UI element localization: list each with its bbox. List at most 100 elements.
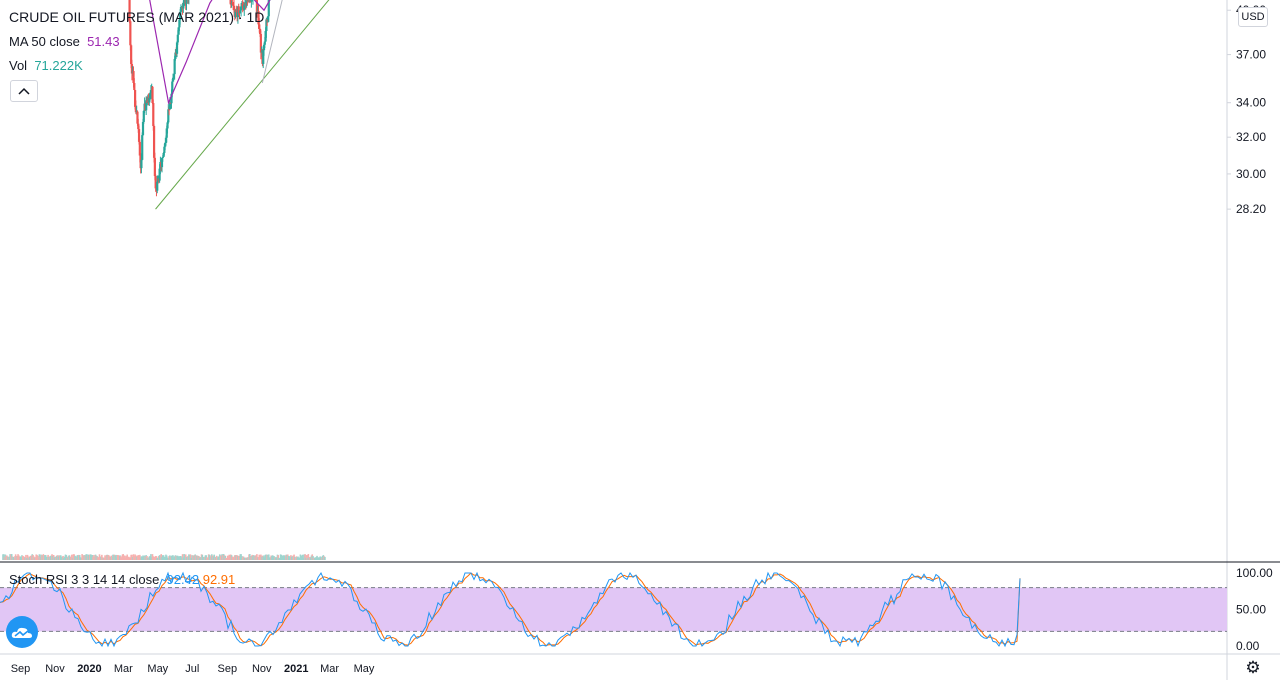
candle-body bbox=[145, 100, 148, 111]
candle-body bbox=[232, 5, 236, 10]
volume-bar bbox=[150, 554, 152, 560]
volume-bar bbox=[224, 555, 227, 560]
candle-body bbox=[142, 110, 145, 122]
price-tick-label: 28.20 bbox=[1236, 202, 1266, 216]
chevron-up-icon bbox=[18, 87, 30, 95]
candle-body bbox=[262, 50, 265, 64]
volume-bar bbox=[256, 554, 258, 560]
candle-body bbox=[156, 181, 159, 191]
trend-line bbox=[155, 0, 330, 210]
candle-body bbox=[136, 111, 139, 124]
volume-bar bbox=[139, 554, 141, 560]
tradingview-logo[interactable] bbox=[6, 616, 38, 648]
volume-bar bbox=[277, 555, 280, 560]
volume-value: 71.222K bbox=[34, 58, 83, 73]
candle-body bbox=[229, 0, 232, 5]
currency-label: USD bbox=[1241, 11, 1265, 23]
time-tick-label: Sep bbox=[218, 663, 238, 675]
volume-bar bbox=[122, 554, 125, 560]
stoch-k-value: 92.42 bbox=[166, 572, 200, 587]
time-tick-label: May bbox=[147, 663, 168, 675]
candle-body bbox=[134, 106, 137, 113]
candle-body bbox=[137, 123, 140, 130]
candle-body bbox=[174, 52, 177, 59]
stoch-k-line bbox=[0, 571, 1021, 648]
candle-body bbox=[165, 128, 168, 138]
ma-value: 51.43 bbox=[87, 34, 120, 49]
candles bbox=[128, 0, 271, 197]
candle-body bbox=[262, 44, 266, 51]
candle-body bbox=[133, 83, 136, 91]
ma-label: MA 50 close bbox=[9, 34, 80, 49]
time-tick-label: May bbox=[354, 663, 375, 675]
volume-bar bbox=[25, 554, 27, 560]
candle-body bbox=[138, 141, 141, 156]
volume-bar bbox=[267, 554, 270, 560]
candle-body bbox=[182, 2, 185, 9]
candle-body bbox=[149, 93, 152, 98]
time-tick-label: 2021 bbox=[284, 663, 308, 675]
candle-body bbox=[168, 109, 171, 111]
volume-bar bbox=[301, 554, 304, 560]
candle-body bbox=[152, 126, 156, 158]
volume-bar bbox=[189, 554, 192, 560]
candle-body bbox=[259, 34, 262, 53]
volume-bar bbox=[52, 555, 55, 560]
candle-body bbox=[250, 0, 253, 2]
ma50-line bbox=[149, 0, 271, 105]
volume-bar bbox=[37, 555, 39, 560]
stoch-d-value: 92.91 bbox=[202, 572, 236, 587]
time-tick-label: Sep bbox=[11, 663, 31, 675]
price-tick-label: 37.00 bbox=[1236, 48, 1266, 62]
volume-bar bbox=[62, 555, 64, 560]
volume-legend: Vol 71.222K bbox=[9, 58, 83, 73]
ma-legend: MA 50 close 51.43 bbox=[9, 34, 120, 49]
candle-body bbox=[239, 10, 242, 14]
volume-bar bbox=[226, 555, 229, 560]
candle-body bbox=[161, 156, 164, 159]
candle-body bbox=[162, 152, 165, 157]
volume-bars bbox=[2, 554, 326, 560]
volume-label: Vol bbox=[9, 58, 28, 73]
volume-bar bbox=[115, 554, 117, 560]
candle-body bbox=[232, 3, 235, 6]
price-tick-label: 34.00 bbox=[1236, 96, 1266, 110]
candle-body bbox=[153, 157, 156, 177]
candle-body bbox=[130, 64, 134, 74]
candle-body bbox=[185, 0, 188, 4]
candle-body bbox=[258, 24, 261, 29]
symbol-title: CRUDE OIL FUTURES (MAR 2021) · 1D bbox=[9, 9, 265, 25]
time-tick-label: Nov bbox=[252, 663, 272, 675]
volume-bar bbox=[65, 555, 68, 560]
candle-body bbox=[179, 6, 183, 12]
candle-body bbox=[173, 58, 176, 75]
price-tick-label: 30.00 bbox=[1236, 167, 1266, 181]
candle-body bbox=[175, 42, 179, 54]
candle-body bbox=[130, 45, 133, 65]
candle-body bbox=[266, 19, 269, 21]
candle-body bbox=[234, 10, 237, 17]
candle-body bbox=[171, 81, 174, 94]
volume-bar bbox=[304, 554, 306, 560]
candle-body bbox=[141, 135, 144, 160]
volume-bar bbox=[124, 555, 126, 560]
currency-button[interactable]: USD bbox=[1238, 7, 1268, 27]
candle-body bbox=[151, 86, 154, 104]
candle-body bbox=[154, 176, 157, 189]
candle-body bbox=[149, 90, 153, 94]
stoch-tick-label: 50.00 bbox=[1236, 603, 1266, 617]
volume-bar bbox=[181, 554, 184, 560]
volume-bar bbox=[307, 554, 310, 560]
settings-gear-icon[interactable]: ⚙ bbox=[1245, 658, 1261, 677]
candle-body bbox=[179, 11, 182, 20]
candle-body bbox=[148, 97, 151, 103]
candle-body bbox=[263, 41, 266, 45]
candle-body bbox=[237, 6, 240, 13]
volume-bar bbox=[59, 555, 62, 560]
time-tick-label: 2020 bbox=[77, 663, 101, 675]
price-tick-label: 32.00 bbox=[1236, 130, 1266, 144]
candle-body bbox=[267, 0, 270, 17]
time-tick-label: Mar bbox=[114, 663, 133, 675]
collapse-legend-button[interactable] bbox=[10, 80, 38, 102]
